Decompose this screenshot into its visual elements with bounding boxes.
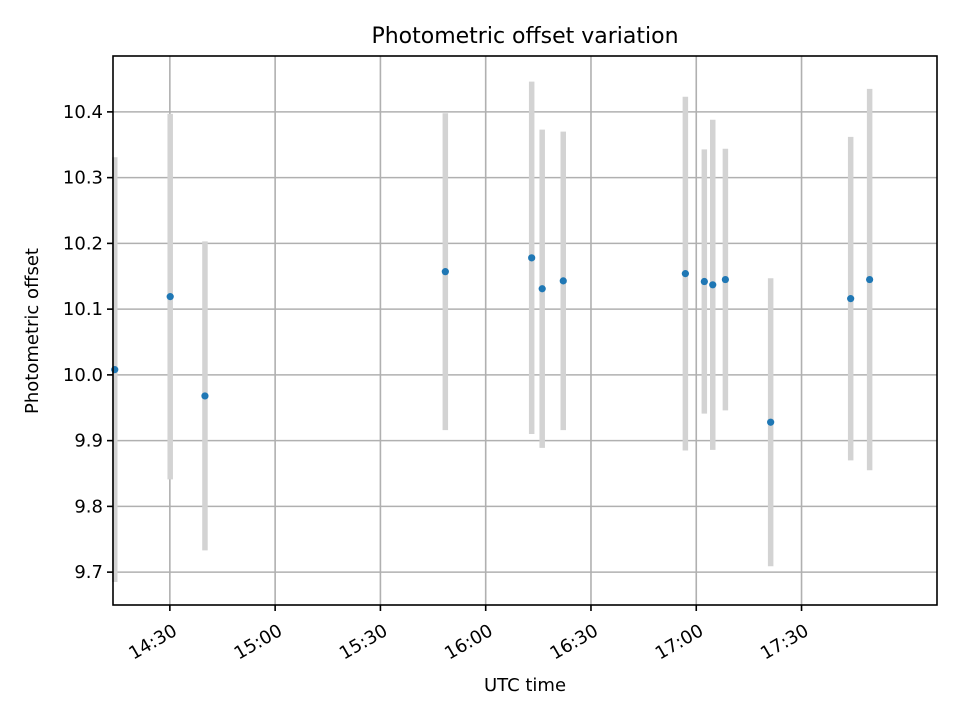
y-tick-label: 9.9 — [74, 431, 103, 452]
data-point — [767, 418, 775, 426]
y-axis-label: Photometric offset — [22, 248, 43, 414]
data-points — [111, 254, 874, 426]
data-point — [538, 285, 546, 293]
y-tick-label: 10.2 — [63, 233, 103, 254]
x-tick-label: 17:30 — [757, 620, 812, 664]
data-point — [847, 295, 855, 303]
x-tick-label: 15:00 — [231, 620, 286, 664]
y-tick-label: 9.8 — [74, 496, 103, 517]
grid — [113, 56, 937, 605]
data-point — [681, 270, 689, 278]
data-point — [866, 275, 874, 284]
data-point — [166, 293, 174, 301]
data-point — [201, 392, 209, 400]
data-point — [709, 281, 717, 289]
y-tick-label: 9.7 — [74, 562, 103, 583]
data-point — [441, 268, 449, 276]
data-point — [721, 275, 729, 284]
x-tick-label: 17:00 — [652, 620, 707, 664]
x-tick-label: 16:30 — [546, 620, 601, 664]
data-point — [700, 277, 708, 286]
chart-title: Photometric offset variation — [371, 24, 678, 49]
axis-ticks: 14:30 15:00 15:30 16:00 16:30 17:00 17:30 9.7 9.… — [63, 102, 813, 664]
y-tick-label: 10.4 — [63, 102, 103, 123]
y-tick-label: 10.0 — [63, 365, 103, 386]
y-tick-label: 10.1 — [63, 299, 103, 320]
data-point — [559, 277, 567, 285]
x-tick-label: 16:00 — [441, 620, 496, 664]
plot-frame — [112, 55, 938, 606]
y-tick-label: 10.3 — [63, 168, 103, 189]
x-axis-label: UTC time — [484, 675, 566, 696]
x-tick-label: 15:30 — [336, 620, 391, 664]
x-tick-label: 14:30 — [125, 620, 180, 664]
data-point — [528, 254, 536, 262]
